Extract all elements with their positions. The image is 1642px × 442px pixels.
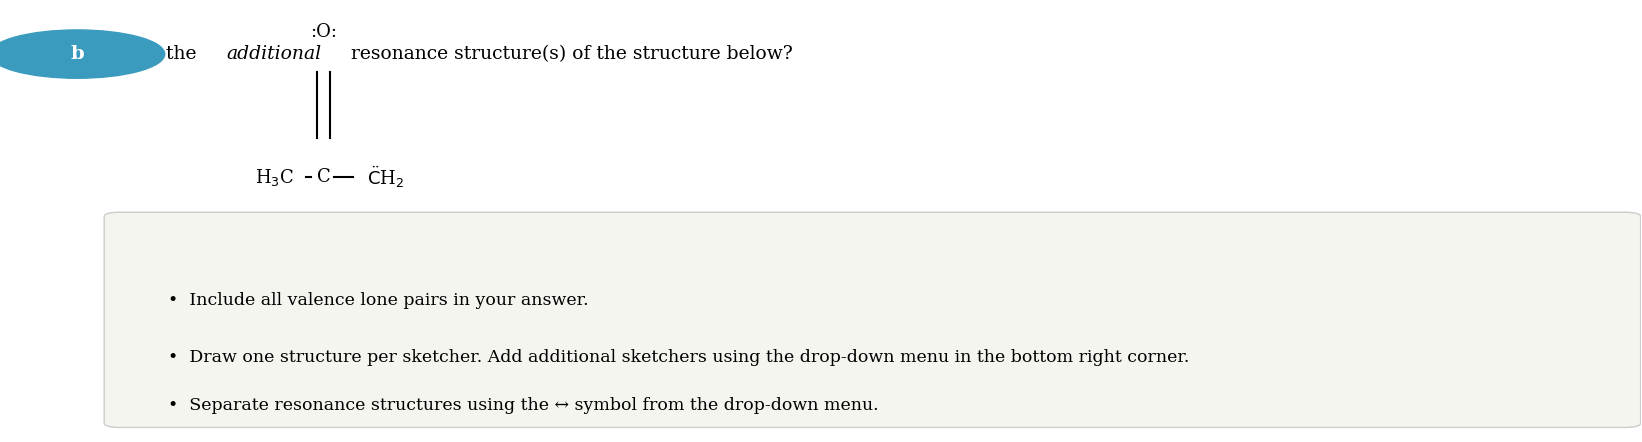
Text: additional: additional	[227, 45, 322, 63]
Text: •  Separate resonance structures using the ↔ symbol from the drop-down menu.: • Separate resonance structures using th…	[167, 397, 878, 414]
Text: resonance structure(s) of the structure below?: resonance structure(s) of the structure …	[345, 45, 793, 63]
Text: Draw the: Draw the	[108, 45, 202, 63]
Text: •  Include all valence lone pairs in your answer.: • Include all valence lone pairs in your…	[167, 292, 588, 309]
Circle shape	[0, 30, 164, 78]
Text: H$_3$C: H$_3$C	[256, 167, 294, 187]
FancyBboxPatch shape	[103, 212, 1640, 427]
Text: •  Draw one structure per sketcher. Add additional sketchers using the drop-down: • Draw one structure per sketcher. Add a…	[167, 349, 1189, 366]
Text: $\ddot{\rm C}$H$_2$: $\ddot{\rm C}$H$_2$	[368, 164, 404, 190]
Text: C: C	[317, 168, 330, 186]
Text: :O:: :O:	[310, 23, 337, 41]
Text: b: b	[71, 45, 84, 63]
